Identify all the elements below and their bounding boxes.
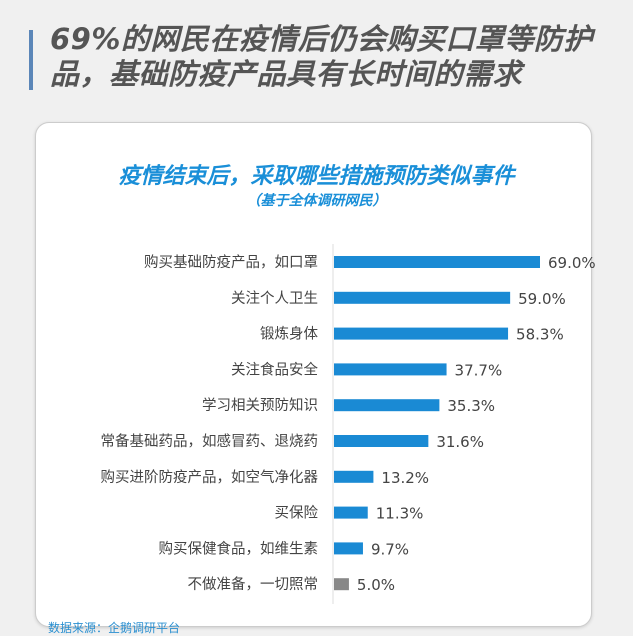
category-label: 学习相关预防知识 [202,397,318,414]
bar [334,256,540,268]
headline-accent-bar [29,30,33,90]
category-label: 关注个人卫生 [231,290,318,307]
data-label: 58.3% [516,326,564,344]
category-label: 锻炼身体 [260,326,318,343]
data-label: 13.2% [381,469,429,487]
bar [334,470,374,483]
bar [334,399,440,412]
data-label: 69.0% [548,254,596,272]
bar [334,506,368,519]
category-label: 购买基础防疫产品，如口罩 [144,254,318,271]
category-label: 购买保健食品，如维生素 [159,540,319,557]
bar [334,291,511,304]
chart-title: 疫情结束后，采取哪些措施预防类似事件 [118,164,515,189]
data-label: 37.7% [455,361,503,379]
category-label: 关注食品安全 [231,360,318,378]
data-label: 35.3% [447,397,495,415]
category-label: 不做准备，一切照常 [188,576,319,593]
data-source: 数据来源：企鹅调研平台 [48,621,181,635]
data-label: 31.6% [436,433,484,451]
chart-subtitle: （基于全体调研网民） [246,193,387,209]
data-label: 11.3% [376,505,424,523]
bar [334,435,429,447]
data-label: 59.0% [518,290,566,308]
chart-card [35,122,592,627]
data-label: 5.0% [357,576,395,594]
category-label: 常备基础药品，如感冒药、退烧药 [101,433,319,450]
data-label: 9.7% [371,540,409,558]
bar [334,363,447,376]
headline: 69%的网民在疫情后仍会购买口罩等防护品，基础防疫产品具有长时间的需求 [50,22,593,91]
category-label: 购买进阶防疫产品，如空气净化器 [101,469,319,486]
bar [334,542,363,555]
bar [334,578,349,591]
bar [334,327,509,340]
category-label: 买保险 [275,505,319,522]
